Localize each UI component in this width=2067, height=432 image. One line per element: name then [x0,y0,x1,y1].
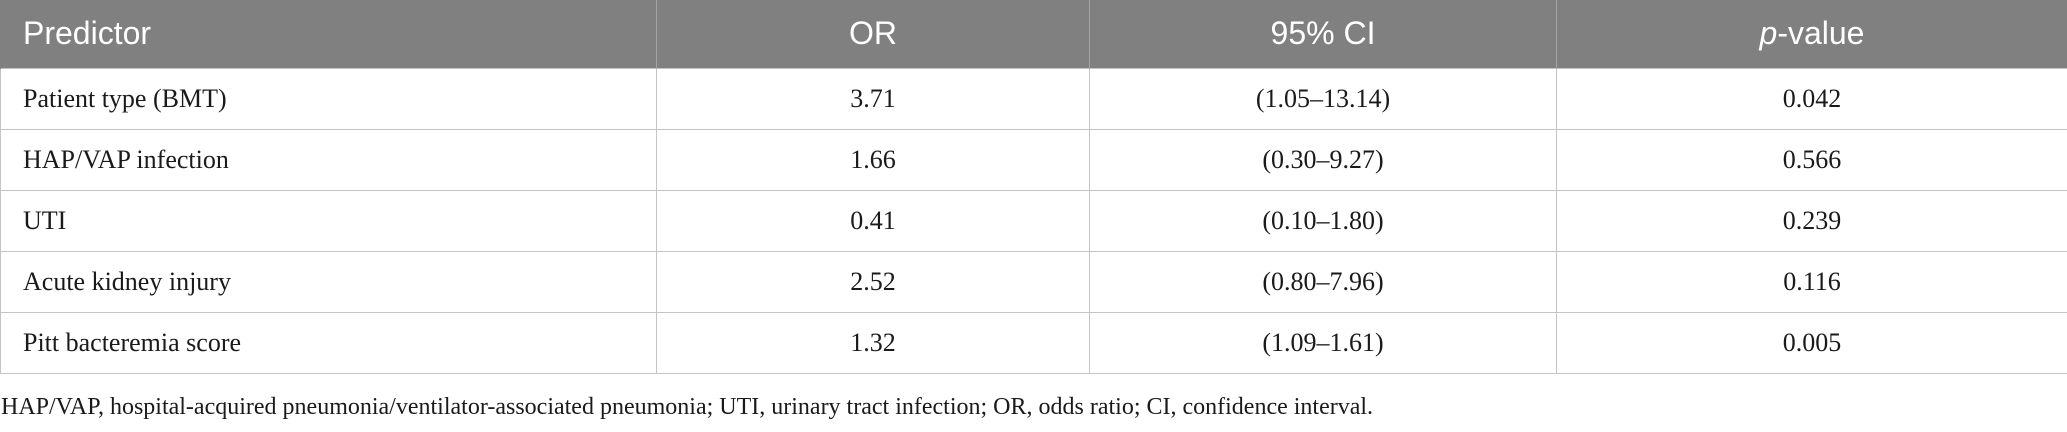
cell-p-value: 0.566 [1556,128,2067,191]
cell-p-value: 0.042 [1556,67,2067,130]
cell-or: 3.71 [656,67,1090,130]
table-row: UTI 0.41 (0.10–1.80) 0.239 [0,189,2067,252]
header-p-value: p-value [1556,0,2067,68]
cell-or: 0.41 [656,189,1090,252]
header-row: Predictor OR 95% CI p-value [0,0,2067,68]
cell-ci: (1.05–13.14) [1089,67,1557,130]
cell-p-value: 0.116 [1556,250,2067,313]
table-row: Pitt bacteremia score 1.32 (1.09–1.61) 0… [0,311,2067,374]
cell-ci: (0.80–7.96) [1089,250,1557,313]
cell-or: 1.66 [656,128,1090,191]
cell-ci: (1.09–1.61) [1089,311,1557,374]
header-p-letter: p [1759,15,1778,52]
table-row: Acute kidney injury 2.52 (0.80–7.96) 0.1… [0,250,2067,313]
table-row: HAP/VAP infection 1.66 (0.30–9.27) 0.566 [0,128,2067,191]
regression-results-table: Predictor OR 95% CI p-value Patient type… [0,0,2067,374]
cell-p-value: 0.005 [1556,311,2067,374]
results-table-container: Predictor OR 95% CI p-value Patient type… [0,0,2067,374]
cell-predictor: Acute kidney injury [0,250,657,313]
table-body: Patient type (BMT) 3.71 (1.05–13.14) 0.0… [0,67,2067,374]
cell-predictor: Patient type (BMT) [0,67,657,130]
header-ci: 95% CI [1089,0,1557,68]
cell-predictor: UTI [0,189,657,252]
table-header: Predictor OR 95% CI p-value [0,0,2067,68]
table-row: Patient type (BMT) 3.71 (1.05–13.14) 0.0… [0,67,2067,130]
cell-or: 1.32 [656,311,1090,374]
cell-predictor: HAP/VAP infection [0,128,657,191]
cell-p-value: 0.239 [1556,189,2067,252]
header-p-suffix: -value [1777,15,1865,52]
cell-or: 2.52 [656,250,1090,313]
cell-ci: (0.30–9.27) [1089,128,1557,191]
cell-predictor: Pitt bacteremia score [0,311,657,374]
table-footnote: HAP/VAP, hospital-acquired pneumonia/ven… [1,394,1374,420]
header-or: OR [656,0,1090,68]
cell-ci: (0.10–1.80) [1089,189,1557,252]
header-predictor: Predictor [0,0,657,68]
